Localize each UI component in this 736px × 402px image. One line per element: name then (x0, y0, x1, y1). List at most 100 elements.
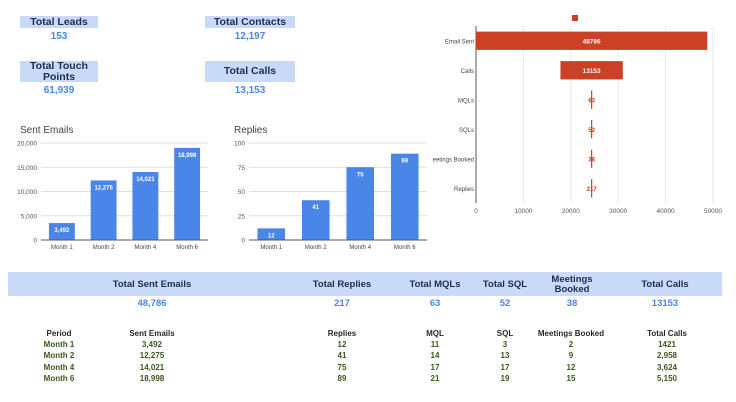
table-cell: 14 (430, 351, 440, 361)
bar (390, 153, 419, 240)
summary-header: Total Replies (312, 279, 372, 290)
funnel-bar (591, 120, 593, 139)
y-tick-label: 0 (241, 238, 245, 245)
table-cell: 2 (568, 340, 574, 349)
y-tick-label: Replies (454, 187, 474, 193)
table-cell: Month 2 (43, 351, 75, 361)
summary-value: 13153 (651, 298, 679, 309)
kpi-value: 61,939 (43, 85, 75, 96)
funnel-value-label: 13153 (583, 68, 601, 75)
x-tick-label: Month 2 (93, 245, 115, 251)
table-cell: 17 (500, 362, 510, 372)
y-tick-label: 15,000 (17, 165, 37, 172)
sent-emails-chart: 0 5,000 10,000 15,000 20,000 3,492 Month 1 12,2… (17, 141, 208, 251)
table-cell: 19 (500, 373, 510, 383)
summary-header: Total SQL (482, 279, 528, 290)
kpi-total-calls: Total Calls 13,153 (205, 61, 295, 96)
funnel-value-label: 52 (588, 128, 595, 134)
replies-chart: 0 25 50 75 100 12 Month 1 41 Month 2 75 Month 4 89 M… (234, 141, 427, 251)
summary-value: 63 (429, 298, 441, 309)
bar (301, 200, 330, 240)
summary-header: Total MQLs (409, 279, 461, 290)
x-tick-label: Month 4 (349, 245, 371, 251)
kpi-value: 12,197 (234, 31, 266, 42)
x-tick-label: 0 (474, 208, 478, 215)
kpi-label: Total Leads (20, 16, 98, 28)
y-tick-label: 100 (234, 141, 245, 148)
bar (48, 223, 75, 240)
bar-value-label: 41 (312, 205, 319, 211)
table-cell: 14,021 (139, 362, 165, 372)
summary-header: Meetings Booked (551, 274, 593, 295)
bar-value-label: 12,275 (94, 185, 113, 191)
x-tick-label: Month 6 (176, 245, 198, 251)
summary-header: Total Calls (641, 279, 689, 290)
y-tick-label: 50 (238, 189, 246, 196)
summary-value: 217 (334, 298, 350, 309)
kpi-label: Total Touch Points (20, 60, 98, 82)
summary-value: 38 (566, 298, 578, 309)
summary-header: Total Sent Emails (112, 279, 192, 290)
table-cell: 15 (566, 373, 576, 383)
summary-value: 48,786 (137, 298, 167, 309)
table-cell: 1421 (658, 340, 676, 349)
table-cell: 12,275 (139, 351, 165, 361)
table-cell: Month 1 (43, 340, 75, 349)
replies-chart-title: Replies (234, 125, 268, 136)
table-header: MQL (426, 329, 444, 338)
x-tick-label: 10000 (514, 208, 532, 215)
table-cell: 3 (502, 340, 508, 349)
funnel-chart: 0 10000 20000 30000 40000 50000 48786 Email Sen… (433, 15, 722, 215)
bar (132, 171, 159, 240)
x-tick-label: Month 4 (135, 245, 157, 251)
kpi-value: 153 (50, 31, 68, 42)
legend-swatch (572, 15, 578, 21)
y-tick-label: Calls (461, 69, 474, 75)
table-cell: 3,492 (141, 340, 163, 349)
y-tick-label: 75 (238, 165, 246, 172)
bar-value-label: 75 (357, 172, 364, 178)
x-tick-label: Month 6 (394, 245, 416, 251)
funnel-bar (591, 179, 593, 198)
y-tick-label: 20,000 (17, 141, 37, 148)
kpi-total-leads: Total Leads 153 (20, 16, 98, 42)
table-header: Period (46, 329, 72, 338)
funnel-value-label: 63 (588, 98, 595, 104)
x-tick-label: 40000 (657, 208, 675, 215)
kpi-label: Total Contacts (205, 16, 295, 28)
table-cell: 2,958 (656, 351, 678, 361)
y-tick-label: eetings Booked (433, 157, 474, 163)
sent-emails-chart-title: Sent Emails (20, 125, 74, 136)
bar-value-label: 14,021 (136, 177, 155, 183)
bar-value-label: 18,998 (178, 153, 197, 159)
bar (174, 147, 201, 240)
table-header: Total Calls (647, 329, 687, 338)
funnel-value-label: 38 (588, 157, 595, 163)
bar (257, 228, 286, 240)
y-tick-label: 0 (33, 238, 37, 245)
table-cell: 9 (568, 351, 574, 361)
table-cell: 11 (430, 340, 440, 349)
funnel-value-label: 217 (587, 187, 598, 193)
table-cell: 75 (337, 362, 347, 372)
table-cell: 17 (430, 362, 440, 372)
y-tick-label: Email Sent (445, 39, 474, 45)
table-header: Replies (327, 329, 357, 338)
table-cell: 89 (337, 373, 347, 383)
x-tick-label: Month 1 (260, 245, 282, 251)
bar (90, 180, 117, 240)
y-tick-label: 10,000 (17, 189, 37, 196)
kpi-value: 13,153 (234, 85, 266, 96)
funnel-bar (591, 90, 593, 109)
x-tick-label: 50000 (704, 208, 722, 215)
summary-value: 52 (499, 298, 511, 309)
table-header: SQL (496, 329, 514, 338)
table-cell: Month 6 (43, 373, 75, 383)
funnel-bar (476, 31, 708, 50)
table-cell: 13 (500, 351, 510, 361)
x-tick-label: Month 1 (51, 245, 73, 251)
table-header: Meetings Booked (537, 329, 605, 338)
y-tick-label: MQLs (458, 98, 474, 104)
x-tick-label: 20000 (562, 208, 580, 215)
x-tick-label: 30000 (609, 208, 627, 215)
